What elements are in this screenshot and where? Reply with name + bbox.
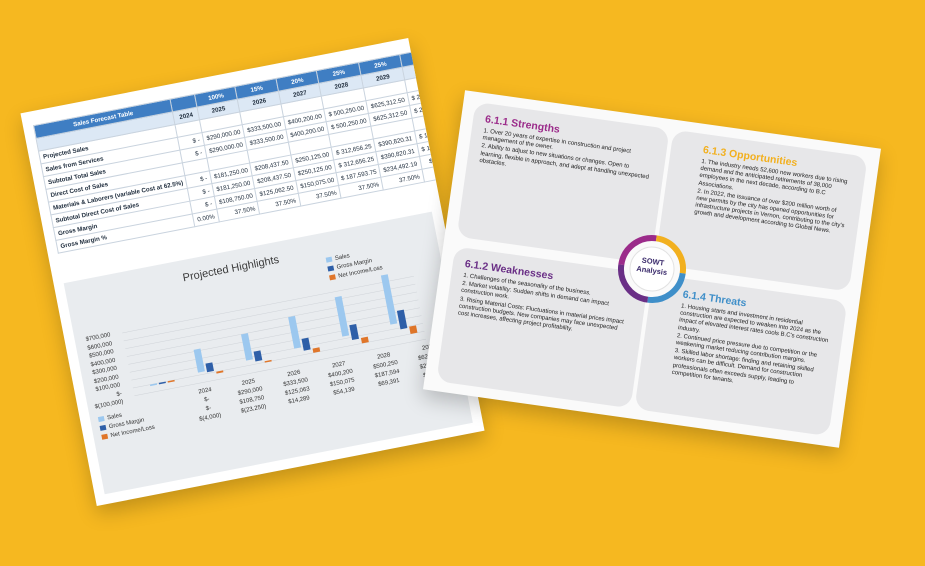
projected-highlights-chart: Projected Highlights Sales Gross Margin Ne… xyxy=(63,211,473,495)
bar-sales-2028 xyxy=(334,296,350,337)
gridline xyxy=(131,323,423,381)
bar-net-income-loss-2024 xyxy=(167,379,175,383)
bar-sales-2025 xyxy=(193,348,205,373)
value-cell: Total xyxy=(399,45,450,68)
bar-gross-margin-2025 xyxy=(205,362,214,373)
gridline xyxy=(132,331,425,389)
bar-sales-2029 xyxy=(380,274,398,325)
bar-net-income-loss-2027 xyxy=(312,347,321,353)
gridline xyxy=(134,338,427,397)
bar-net-income-loss-2029 xyxy=(409,325,418,334)
bar-sales-2027 xyxy=(288,315,302,349)
gridline xyxy=(128,307,420,365)
bar-gross-margin-2028 xyxy=(349,323,360,341)
gridline xyxy=(122,276,414,334)
bar-gross-margin-2024 xyxy=(158,381,166,385)
bar-net-income-loss-2028 xyxy=(360,336,369,344)
bar-gross-margin-2029 xyxy=(396,309,408,330)
gridline xyxy=(125,291,417,349)
swot-analysis-page: 6.1.1 Strengths 1. Over 20 years of expe… xyxy=(423,90,881,448)
bar-net-income-loss-2025 xyxy=(216,370,224,374)
gridline xyxy=(129,315,422,373)
bar-gross-margin-2027 xyxy=(301,337,311,351)
gridline xyxy=(126,299,419,357)
bar-gross-margin-2026 xyxy=(253,350,263,362)
bar-sales-2026 xyxy=(241,333,253,361)
swot-center-ring-icon xyxy=(618,235,686,303)
bar-net-income-loss-2026 xyxy=(264,359,272,363)
gridline xyxy=(123,283,416,342)
chart-plot xyxy=(122,274,427,397)
financial-report-page: Sales Forecast Table 100% 15% 20% 25% 25% Tota… xyxy=(20,37,485,507)
bar-sales-2024 xyxy=(149,383,158,387)
